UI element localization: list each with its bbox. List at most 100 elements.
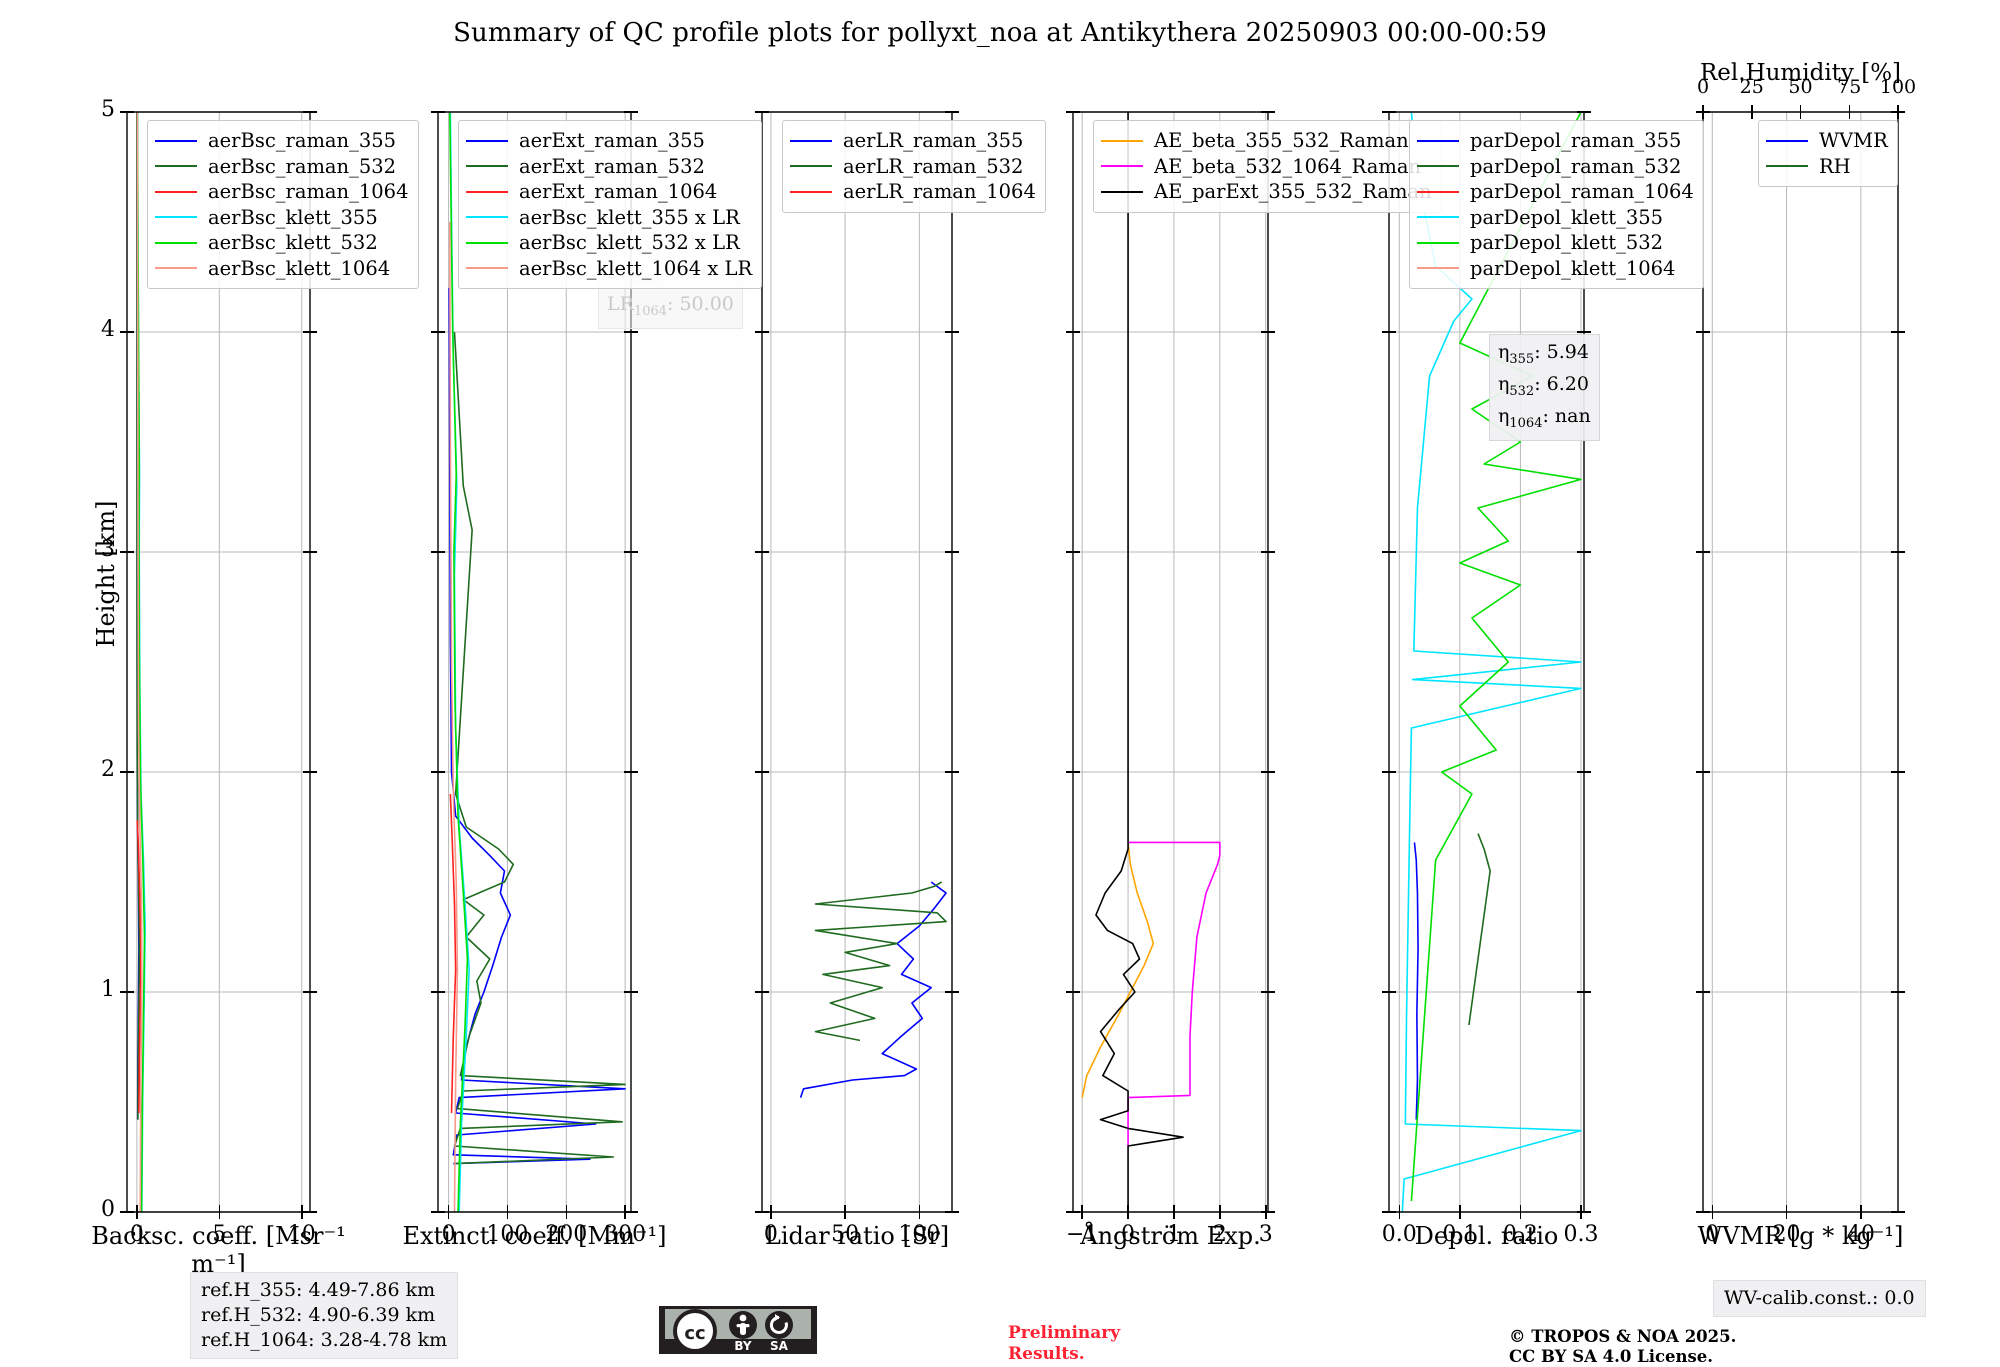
- legend-label: aerBsc_klett_355: [208, 205, 378, 229]
- legend-label: WVMR: [1819, 129, 1888, 152]
- annotation-line: η532: 6.20: [1498, 372, 1589, 399]
- legend-swatch-icon: [1417, 216, 1459, 219]
- legend-swatch-icon: [790, 190, 832, 193]
- legend-label: parDepol_klett_1064: [1470, 256, 1676, 280]
- legend-item[interactable]: parDepol_klett_532: [1417, 230, 1694, 256]
- legend-label: parDepol_raman_1064: [1470, 180, 1694, 203]
- panel-ticks-extinction: 0 100 200 300: [431, 111, 646, 1247]
- cc-sa-label: SA: [770, 1339, 789, 1353]
- legend-swatch-icon: [155, 216, 197, 219]
- legend-label: aerBsc_klett_532 x LR: [519, 231, 740, 254]
- cc-by-label: BY: [734, 1339, 751, 1353]
- legend-item[interactable]: parDepol_raman_355: [1417, 128, 1694, 154]
- legend-label: AE_beta_355_532_Raman: [1154, 129, 1409, 152]
- cc-mark-icon: cc: [684, 1323, 705, 1344]
- y-axis-label: Height [km]: [92, 500, 120, 648]
- legend-label: parDepol_klett_355: [1470, 205, 1664, 229]
- legend-label: aerBsc_raman_355: [208, 129, 397, 152]
- legend-item[interactable]: AE_beta_532_1064_Raman: [1101, 154, 1432, 180]
- annotation-line: η1064: nan: [1498, 404, 1591, 431]
- legend-backscatter[interactable]: aerBsc_raman_355 aerBsc_raman_532 aerBsc_r…: [147, 120, 419, 289]
- legend-item[interactable]: aerExt_raman_1064: [466, 179, 752, 205]
- legend-label: AE_parExt_355_532_Raman: [1154, 180, 1432, 203]
- legend-item[interactable]: parDepol_klett_1064: [1417, 256, 1694, 282]
- x-axis-label-lidar-ratio: Lidar ratio [Sr]: [764, 1222, 950, 1250]
- preliminary-line-1: Preliminary: [1008, 1323, 1121, 1343]
- legend-label: aerBsc_klett_1064 x LR: [519, 256, 753, 280]
- legend-item[interactable]: aerBsc_raman_1064: [155, 179, 409, 205]
- series-parDepol_klett_532: [1411, 112, 1581, 1201]
- ref-height-line: ref.H_355: 4.49-7.86 km: [201, 1279, 436, 1301]
- legend-item[interactable]: aerExt_raman_355: [466, 128, 752, 154]
- legend-item[interactable]: parDepol_raman_1064: [1417, 179, 1694, 205]
- legend-item[interactable]: AE_parExt_355_532_Raman: [1101, 179, 1432, 205]
- panel-depol-ratio: [1389, 112, 1584, 1212]
- legend-item[interactable]: aerLR_raman_355: [790, 128, 1036, 154]
- legend-swatch-icon: [1417, 267, 1459, 270]
- legend-item[interactable]: aerBsc_klett_532: [155, 230, 409, 256]
- preliminary-line-2: Results.: [1008, 1344, 1085, 1364]
- legend-swatch-icon: [466, 241, 508, 244]
- legend-label: aerBsc_klett_532: [208, 231, 378, 254]
- panel-ticks-lidar-ratio: 0 50 100: [755, 111, 959, 1247]
- legend-label: aerBsc_raman_532: [208, 154, 397, 178]
- panel-lidar-ratio: [762, 112, 952, 1212]
- legend-swatch-icon: [1101, 190, 1143, 193]
- panel-wvmr-rh: [1703, 112, 1898, 1212]
- legend-swatch-icon: [1417, 241, 1459, 244]
- legend-label: parDepol_raman_355: [1470, 129, 1682, 152]
- legend-swatch-icon: [790, 165, 832, 168]
- legend-item[interactable]: parDepol_klett_355: [1417, 205, 1694, 231]
- legend-item[interactable]: aerLR_raman_532: [790, 154, 1036, 180]
- legend-swatch-icon: [1101, 165, 1143, 168]
- annotation-line: η355: 5.94: [1498, 341, 1589, 367]
- panel-ticks-backscatter: 0 1 2 3 4 5 0 5 10: [101, 97, 317, 1247]
- legend-item[interactable]: aerBsc_raman_355: [155, 128, 409, 154]
- legend-item[interactable]: aerBsc_raman_532: [155, 154, 409, 180]
- legend-swatch-icon: [1417, 165, 1459, 168]
- credit-line-1: © TROPOS & NOA 2025.: [1509, 1327, 1737, 1346]
- legend-label: parDepol_raman_532: [1470, 154, 1682, 178]
- legend-angstrom[interactable]: AE_beta_355_532_Raman AE_beta_532_1064_Ra…: [1093, 120, 1442, 213]
- legend-swatch-icon: [155, 165, 197, 168]
- legend-swatch-icon: [466, 216, 508, 219]
- legend-item[interactable]: aerBsc_klett_532 x LR: [466, 230, 752, 256]
- series-aerBsc_klett_1064 x LR: [450, 222, 458, 1212]
- panel-angstrom: [1073, 112, 1268, 1212]
- legend-item[interactable]: RH: [1766, 154, 1888, 180]
- legend-lidar-ratio[interactable]: aerLR_raman_355 aerLR_raman_532 aerLR_rama…: [782, 120, 1046, 213]
- legend-item[interactable]: AE_beta_355_532_Raman: [1101, 128, 1432, 154]
- page-title: Summary of QC profile plots for pollyxt_…: [453, 18, 1547, 48]
- legend-depol-ratio[interactable]: parDepol_raman_355 parDepol_raman_532 parD…: [1409, 120, 1704, 289]
- legend-swatch-icon: [1766, 139, 1808, 142]
- legend-label: aerExt_raman_355: [519, 129, 705, 152]
- cc-by-sa-license-badge[interactable]: cc BY SA: [659, 1306, 817, 1354]
- legend-item[interactable]: aerBsc_klett_1064 x LR: [466, 256, 752, 282]
- legend-item[interactable]: aerBsc_klett_355 x LR: [466, 205, 752, 231]
- legend-item[interactable]: parDepol_raman_532: [1417, 154, 1694, 180]
- legend-item[interactable]: aerBsc_klett_355: [155, 205, 409, 231]
- legend-item[interactable]: aerBsc_klett_1064: [155, 256, 409, 282]
- panel-ticks-depol-ratio: 0.0 0.1 0.2 0.3: [1382, 111, 1598, 1247]
- legend-label: aerExt_raman_532: [519, 154, 705, 178]
- legend-swatch-icon: [1417, 190, 1459, 193]
- legend-label: aerBsc_raman_1064: [208, 180, 409, 203]
- legend-label: aerLR_raman_532: [843, 154, 1024, 178]
- legend-item[interactable]: aerLR_raman_1064: [790, 179, 1036, 205]
- legend-label: parDepol_klett_532: [1470, 231, 1664, 254]
- legend-label: aerBsc_klett_355 x LR: [519, 205, 740, 229]
- series-aerExt_raman_355: [449, 288, 625, 1164]
- panel-extinction: [438, 112, 631, 1212]
- series-aerBsc_raman_1064: [137, 820, 141, 1113]
- ref-height-footnote: ref.H_355: 4.49-7.86 km ref.H_532: 4.90-6…: [190, 1272, 459, 1359]
- x-axis-label-extinction: Extinct. coeff. [Mm⁻¹]: [402, 1222, 667, 1250]
- credit-line-2: CC BY SA 4.0 License.: [1509, 1347, 1714, 1366]
- legend-item[interactable]: aerExt_raman_532: [466, 154, 752, 180]
- legend-extinction[interactable]: aerExt_raman_355 aerExt_raman_532 aerExt_r…: [458, 120, 763, 289]
- series-aerBsc_klett_532 x LR: [450, 112, 468, 1212]
- legend-wvmr-rh[interactable]: WVMR RH: [1758, 120, 1898, 187]
- wv-calib-footnote: WV-calib.const.: 0.0: [1713, 1280, 1926, 1317]
- legend-item[interactable]: WVMR: [1766, 128, 1888, 154]
- legend-swatch-icon: [155, 241, 197, 244]
